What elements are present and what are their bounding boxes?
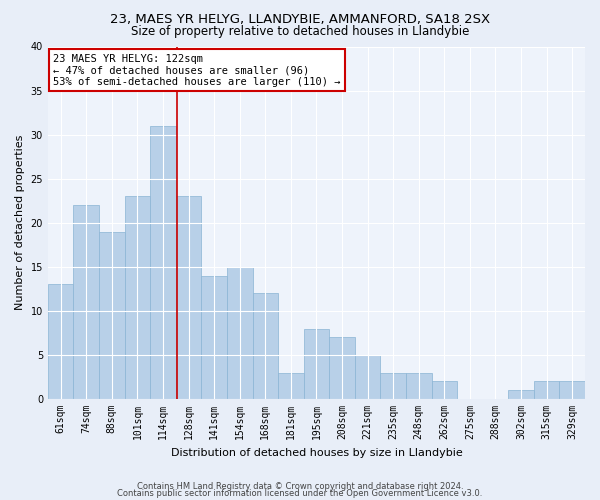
Bar [227,267,253,399]
Bar [406,372,431,399]
Bar [202,276,227,399]
Bar [48,284,73,399]
Bar [150,126,176,399]
Bar [355,355,380,399]
Y-axis label: Number of detached properties: Number of detached properties [15,135,25,310]
Text: 23 MAES YR HELYG: 122sqm
← 47% of detached houses are smaller (96)
53% of semi-d: 23 MAES YR HELYG: 122sqm ← 47% of detach… [53,54,341,87]
Bar [99,232,125,399]
Bar [304,328,329,399]
Bar [380,372,406,399]
Text: Size of property relative to detached houses in Llandybie: Size of property relative to detached ho… [131,25,469,38]
Bar [329,338,355,399]
X-axis label: Distribution of detached houses by size in Llandybie: Distribution of detached houses by size … [170,448,463,458]
Text: Contains HM Land Registry data © Crown copyright and database right 2024.: Contains HM Land Registry data © Crown c… [137,482,463,491]
Bar [278,372,304,399]
Text: 23, MAES YR HELYG, LLANDYBIE, AMMANFORD, SA18 2SX: 23, MAES YR HELYG, LLANDYBIE, AMMANFORD,… [110,12,490,26]
Bar [534,382,559,399]
Bar [125,196,150,399]
Text: Contains public sector information licensed under the Open Government Licence v3: Contains public sector information licen… [118,489,482,498]
Bar [176,196,202,399]
Bar [431,382,457,399]
Bar [559,382,585,399]
Bar [508,390,534,399]
Bar [253,294,278,399]
Bar [73,205,99,399]
